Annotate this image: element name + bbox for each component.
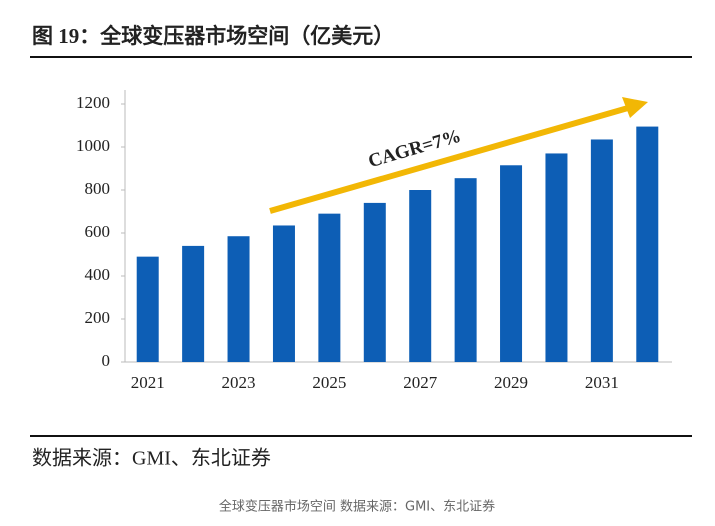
y-tick-label: 1000 (76, 136, 110, 155)
bar (136, 256, 159, 362)
source: 数据来源：GMI、东北证券 (32, 447, 271, 470)
bar (545, 153, 568, 362)
x-tick-label: 2021 (131, 373, 165, 392)
chart-title: 图 19：全球变压器市场空间（亿美元） (32, 24, 394, 48)
y-tick-label: 400 (85, 265, 111, 284)
y-tick-label: 0 (102, 351, 111, 370)
y-tick-label: 800 (85, 179, 111, 198)
bar (363, 202, 386, 362)
trend-arrow (269, 105, 629, 214)
bar (454, 178, 477, 362)
bar (182, 245, 205, 362)
bar (227, 236, 250, 362)
x-tick-label: 2023 (222, 373, 256, 392)
y-tick-label: 600 (85, 222, 111, 241)
trend-arrow-head (622, 97, 648, 118)
bar (409, 190, 432, 362)
x-tick-label: 2027 (403, 373, 438, 392)
bar (636, 126, 659, 362)
bar (272, 225, 295, 362)
bar (590, 139, 613, 362)
x-tick-label: 2029 (494, 373, 528, 392)
bar (500, 165, 523, 362)
bar (318, 213, 341, 362)
y-tick-label: 200 (85, 308, 111, 327)
x-tick-label: 2031 (585, 373, 619, 392)
caption: 全球变压器市场空间 数据来源：GMI、东北证券 (219, 499, 495, 515)
y-tick-label: 1200 (76, 93, 110, 112)
x-tick-label: 2025 (312, 373, 346, 392)
